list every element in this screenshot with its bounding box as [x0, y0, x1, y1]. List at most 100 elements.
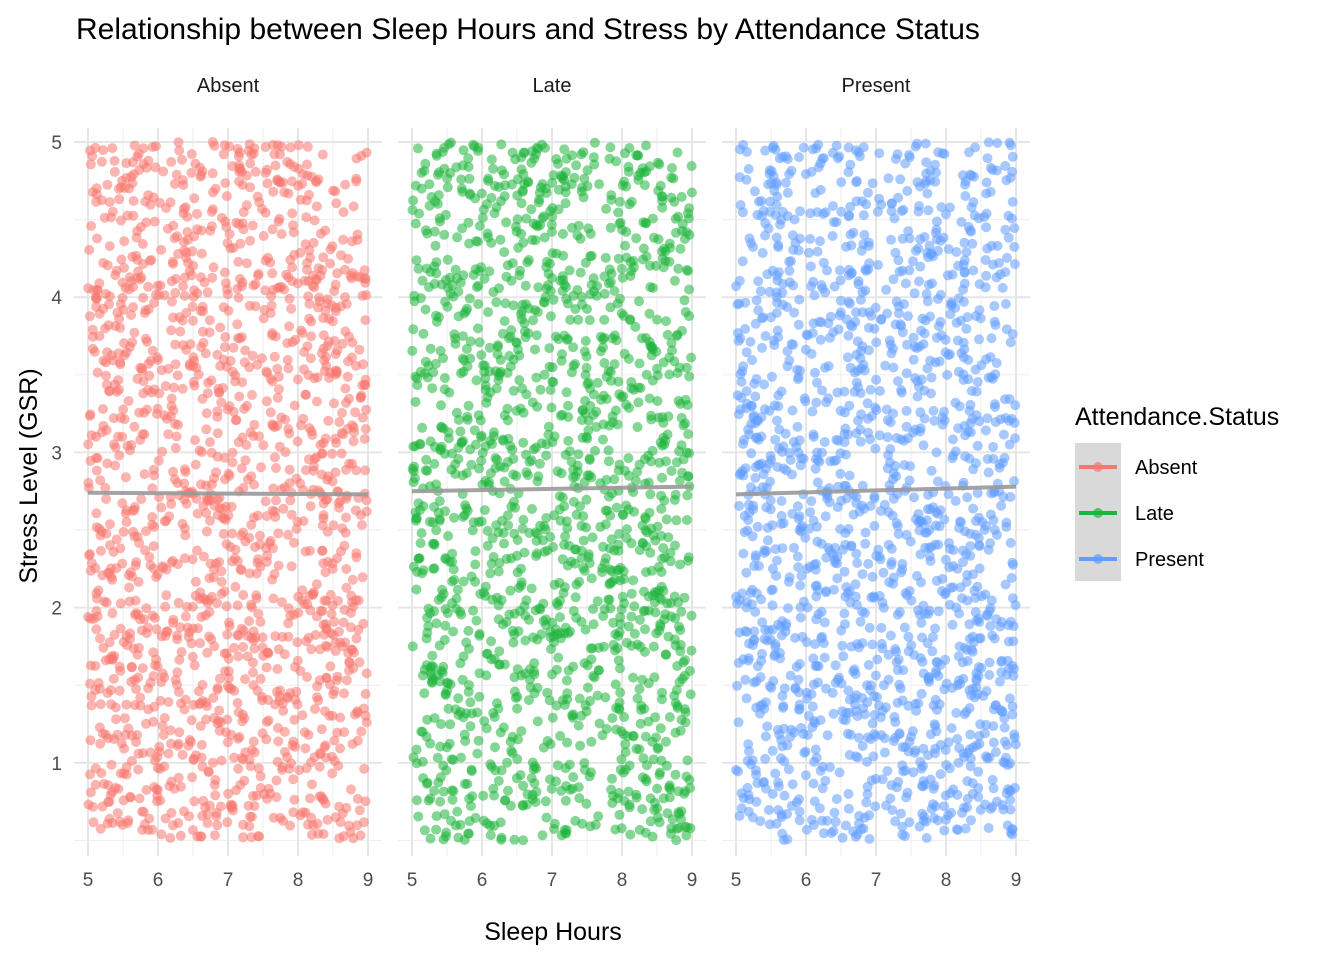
data-point	[770, 768, 781, 779]
data-point	[487, 533, 498, 544]
data-point	[916, 688, 927, 699]
data-point	[842, 352, 853, 363]
data-point	[588, 604, 598, 614]
data-point	[885, 417, 896, 428]
data-point	[851, 177, 862, 188]
data-point	[566, 179, 577, 190]
data-point	[352, 706, 363, 717]
data-point	[556, 785, 567, 796]
data-point	[948, 582, 958, 593]
data-point	[274, 213, 285, 224]
data-point	[809, 559, 820, 570]
data-point	[540, 183, 551, 194]
data-point	[469, 425, 480, 436]
data-point	[683, 429, 694, 440]
data-point	[173, 419, 183, 430]
data-point	[922, 188, 933, 199]
data-point	[760, 145, 771, 156]
data-point	[465, 336, 476, 347]
data-point	[987, 774, 998, 785]
data-point	[238, 527, 249, 538]
data-point	[322, 298, 332, 309]
data-point	[429, 785, 440, 796]
data-point	[212, 428, 223, 439]
data-point	[302, 170, 313, 181]
x-tick-label: 6	[477, 870, 488, 891]
data-point	[758, 777, 769, 788]
data-point	[621, 500, 632, 511]
data-point	[560, 187, 571, 198]
data-point	[743, 653, 754, 664]
data-point	[681, 515, 692, 525]
data-point	[641, 369, 652, 380]
data-point	[794, 806, 805, 817]
data-point	[159, 410, 170, 421]
data-point	[99, 212, 110, 223]
data-point	[491, 383, 502, 394]
data-point	[473, 517, 484, 527]
data-point	[981, 719, 992, 730]
data-point	[439, 635, 450, 645]
data-point	[869, 520, 880, 531]
data-point	[639, 586, 649, 597]
data-point	[203, 377, 214, 388]
data-point	[244, 821, 255, 832]
data-point	[735, 369, 746, 380]
data-point	[683, 471, 694, 482]
data-point	[920, 315, 931, 326]
data-point	[111, 714, 121, 725]
data-point	[463, 686, 474, 697]
data-point	[676, 606, 687, 617]
data-point	[945, 788, 956, 799]
data-point	[564, 265, 575, 276]
data-point	[457, 186, 468, 197]
data-point	[897, 327, 908, 338]
data-point	[543, 268, 554, 279]
data-point	[750, 550, 761, 561]
data-point	[246, 599, 256, 610]
data-point	[467, 525, 478, 536]
data-point	[360, 424, 371, 434]
data-point	[509, 686, 520, 697]
data-point	[187, 601, 198, 612]
data-point	[601, 474, 612, 485]
data-point	[173, 687, 184, 697]
data-point	[448, 564, 459, 575]
data-point	[667, 163, 677, 173]
data-point	[447, 448, 457, 459]
data-point	[500, 298, 511, 309]
data-point	[139, 469, 150, 480]
data-point	[529, 669, 540, 680]
data-point	[302, 672, 312, 682]
x-tick-label: 8	[293, 870, 304, 891]
data-point	[537, 830, 548, 841]
data-point	[126, 676, 137, 687]
data-point	[360, 277, 371, 288]
data-point	[912, 571, 922, 581]
data-point	[137, 806, 148, 817]
data-point	[166, 498, 177, 509]
data-point	[547, 712, 558, 723]
data-point	[219, 452, 230, 463]
data-point	[439, 809, 450, 820]
data-point	[926, 372, 937, 383]
data-point	[92, 367, 103, 378]
y-tick-label: 5	[51, 133, 62, 154]
data-point	[632, 422, 643, 432]
data-point	[756, 196, 767, 207]
data-point	[867, 178, 878, 189]
data-point	[104, 299, 114, 310]
data-point	[616, 726, 627, 737]
data-point	[812, 477, 823, 488]
data-point	[779, 756, 790, 767]
data-point	[888, 274, 899, 285]
data-point	[967, 778, 978, 789]
data-point	[510, 154, 521, 165]
data-point	[354, 805, 365, 816]
data-point	[109, 439, 119, 450]
data-point	[782, 187, 793, 198]
data-point	[859, 229, 870, 240]
data-point	[275, 685, 286, 696]
data-point	[268, 812, 279, 823]
data-point	[562, 694, 573, 705]
